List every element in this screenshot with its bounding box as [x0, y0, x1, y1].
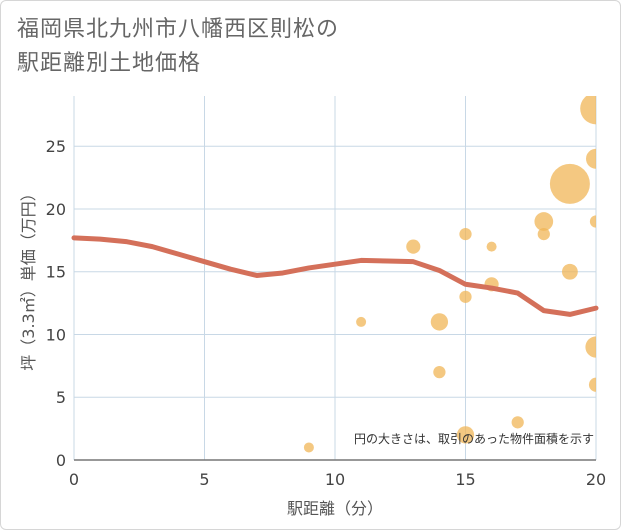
- y-tick-label: 15: [46, 263, 66, 282]
- data-bubble: [459, 227, 472, 241]
- chart-title-line-1: 福岡県北九州市八幡西区則松の: [17, 17, 340, 42]
- grid-lines: [73, 96, 597, 461]
- chart-title: 福岡県北九州市八幡西区則松の 駅距離別土地価格: [17, 13, 339, 81]
- x-tick-label: 5: [199, 470, 209, 489]
- data-bubble: [534, 212, 554, 231]
- y-tick-label: 5: [56, 388, 66, 407]
- data-bubble: [303, 442, 314, 453]
- data-bubble: [585, 336, 596, 358]
- x-tick-label: 15: [455, 470, 475, 489]
- x-tick-label: 20: [586, 470, 606, 489]
- x-tick-label: 0: [69, 470, 79, 489]
- chart-title-line-2: 駅距離別土地価格: [17, 51, 202, 76]
- x-tick-label: 10: [325, 470, 345, 489]
- data-bubble: [580, 96, 596, 125]
- data-bubble: [406, 239, 421, 254]
- bubble-size-note: 円の大きさは、取引のあった物件面積を示す: [354, 431, 594, 446]
- data-bubble: [586, 148, 596, 169]
- y-tick-label: 10: [46, 325, 66, 344]
- average-price-trend-line: [71, 235, 599, 317]
- data-bubble: [511, 416, 524, 429]
- data-bubble: [549, 163, 590, 204]
- data-bubble: [588, 377, 596, 392]
- y-tick-label: 0: [56, 451, 66, 470]
- x-axis-title: 駅距離（分）: [287, 499, 383, 518]
- data-bubble: [537, 227, 550, 241]
- data-bubble: [589, 215, 596, 228]
- data-bubble: [433, 366, 446, 379]
- y-axis-ticks: 0 5 10 15 20 25: [46, 137, 66, 470]
- data-bubble: [561, 263, 578, 280]
- data-bubble: [456, 426, 475, 444]
- y-axis-title: 坪（3.3㎡）単価（万円）: [19, 185, 38, 370]
- y-tick-label: 25: [46, 137, 66, 156]
- data-bubble: [486, 241, 497, 252]
- data-bubble: [430, 313, 449, 331]
- data-bubble: [459, 290, 472, 303]
- x-axis-ticks: 0 5 10 15 20: [69, 470, 606, 489]
- data-bubble: [356, 316, 367, 327]
- y-tick-label: 20: [46, 200, 66, 219]
